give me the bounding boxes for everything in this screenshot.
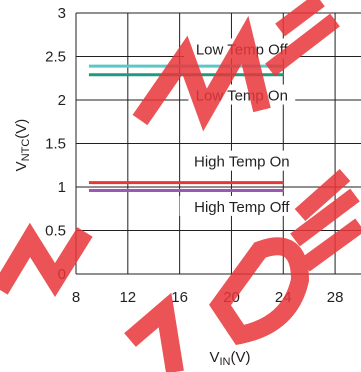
- watermark-stroke-bottom: [124, 292, 184, 372]
- y-tick-label-4: 2: [58, 92, 66, 109]
- annotation-label-2: High Temp On: [194, 154, 290, 171]
- x-tick-label-5: 28: [327, 289, 344, 306]
- watermark-letter-d: [209, 237, 310, 346]
- y-tick-label-6: 3: [58, 5, 66, 22]
- watermark-letter-m: [132, 15, 271, 132]
- y-tick-label-1: 0.5: [45, 223, 66, 240]
- x-axis-label-suffix: (V): [231, 349, 251, 366]
- annotation-background-3: [179, 195, 305, 216]
- x-axis-label-sub: IN: [220, 356, 231, 368]
- y-tick-label-5: 2.5: [45, 49, 66, 66]
- y-tick-label-3: 1.5: [45, 136, 66, 153]
- x-axis-label-main: V: [209, 349, 219, 366]
- x-tick-label-0: 8: [72, 289, 80, 306]
- annotation-background-2: [184, 150, 300, 171]
- annotation-label-3: High Temp Off: [194, 199, 290, 216]
- watermark-letter-e2: [290, 169, 361, 272]
- x-tick-label-2: 16: [171, 289, 188, 306]
- watermark-letter-e: [265, 0, 340, 77]
- x-axis-label: VIN(V): [209, 349, 250, 368]
- y-axis-label: VNTC(V): [13, 119, 32, 172]
- y-tick-label-2: 1: [58, 179, 66, 196]
- x-tick-label-1: 12: [119, 289, 136, 306]
- y-axis-label-suffix: (V): [13, 119, 30, 139]
- y-axis-label-sub: NTC: [20, 139, 32, 162]
- watermark-letter-n: [0, 222, 93, 297]
- y-axis-label-main: V: [13, 161, 30, 171]
